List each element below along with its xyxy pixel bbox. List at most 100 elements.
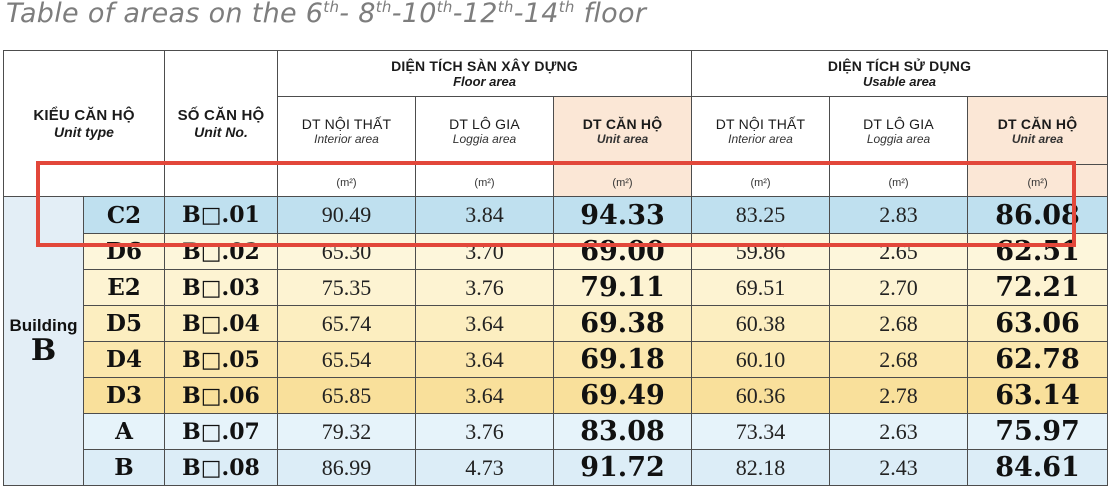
table-row: B B□.08 86.99 4.73 91.72 82.18 2.43 84.61	[3, 449, 1109, 486]
table-row: D5 B□.04 65.74 3.64 69.38 60.38 2.68 63.06	[3, 305, 1109, 342]
usable-interior-header-en: Interior area	[728, 131, 793, 146]
unit-no-cell: B□.02	[164, 233, 278, 270]
floor-unit-cell: 79.11	[552, 269, 693, 306]
page-title: Table of areas on the 6th- 8th-10th-12th…	[6, 0, 647, 29]
unit-no-cell: B□.05	[164, 341, 278, 378]
usable-interior-header: DT NỘI THẤT Interior area	[691, 96, 831, 165]
usable-loggia-header: DT LÔ GIA Loggia area	[829, 96, 969, 165]
floor-interior-cell: 65.30	[277, 233, 416, 270]
usable-interior-header-vi: DT NỘI THẤT	[715, 115, 806, 132]
usable-unit-cell: 63.14	[967, 377, 1109, 414]
usable-interior-cell: 73.34	[691, 413, 831, 450]
usable-loggia-cell: 2.68	[829, 341, 969, 378]
floor-interior-header-vi: DT NỘI THẤT	[301, 115, 392, 132]
unit-no-header-en: Unit No.	[194, 124, 248, 140]
usable-interior-cell: 60.10	[691, 341, 831, 378]
floor-unit-cell: 83.08	[552, 413, 693, 450]
floor-unit-cell: 69.49	[552, 377, 693, 414]
usable-unit-cell: 75.97	[967, 413, 1109, 450]
unit-type-header-vi: KIỂU CĂN HỘ	[33, 107, 135, 124]
floor-area-header: DIỆN TÍCH SÀN XÂY DỰNG Floor area	[276, 50, 693, 97]
unit-no-cell: B□.07	[164, 413, 278, 450]
usable-unit-cell: 62.51	[967, 233, 1109, 270]
table-row: D4 B□.05 65.54 3.64 69.18 60.10 2.68 62.78	[3, 341, 1109, 378]
floor-loggia-cell: 4.73	[415, 449, 554, 486]
unit-no-cell: B□.01	[164, 196, 278, 234]
usable-interior-cell: 59.86	[691, 233, 831, 270]
usable-loggia-cell: 2.83	[829, 196, 969, 234]
usable-area-header-vi: DIỆN TÍCH SỬ DỤNG	[827, 58, 972, 74]
usable-unit-cell: 63.06	[967, 305, 1109, 342]
unit-label: (m²)	[967, 164, 1109, 197]
usable-unit-header-vi: DT CĂN HỘ	[997, 115, 1078, 132]
floor-loggia-cell: 3.64	[415, 341, 554, 378]
usable-interior-cell: 83.25	[691, 196, 831, 234]
floor-loggia-cell: 3.64	[415, 305, 554, 342]
floor-interior-cell: 65.85	[277, 377, 416, 414]
table-row: E2 B□.03 75.35 3.76 79.11 69.51 2.70 72.21	[3, 269, 1109, 306]
floor-interior-cell: 90.49	[277, 196, 416, 234]
floor-unit-cell: 69.00	[552, 233, 693, 270]
floor-interior-cell: 65.74	[277, 305, 416, 342]
floor-unit-header-en: Unit area	[596, 131, 649, 146]
usable-interior-cell: 82.18	[691, 449, 831, 486]
floor-loggia-cell: 3.64	[415, 377, 554, 414]
floor-loggia-cell: 3.76	[415, 269, 554, 306]
usable-loggia-header-vi: DT LÔ GIA	[863, 115, 934, 132]
unit-no-header: SỐ CĂN HỘ Unit No.	[164, 50, 278, 197]
usable-loggia-cell: 2.78	[829, 377, 969, 414]
usable-unit-cell: 72.21	[967, 269, 1109, 306]
unit-no-cell: B□.08	[164, 449, 278, 486]
unit-label: (m²)	[277, 164, 416, 197]
floor-loggia-cell: 3.70	[415, 233, 554, 270]
unit-type-header-en: Unit type	[54, 124, 114, 140]
unit-type-cell: C2	[83, 196, 165, 234]
unit-no-cell: B□.06	[164, 377, 278, 414]
unit-type-cell: D6	[83, 233, 165, 270]
floor-interior-cell: 75.35	[277, 269, 416, 306]
usable-area-header-en: Usable area	[863, 74, 937, 89]
floor-unit-cell: 69.38	[552, 305, 693, 342]
unit-label: (m²)	[691, 164, 831, 197]
usable-unit-header: DT CĂN HỘ Unit area	[967, 96, 1109, 165]
floor-unit-header-vi: DT CĂN HỘ	[582, 115, 663, 132]
usable-unit-cell: 62.78	[967, 341, 1109, 378]
table-row: A B□.07 79.32 3.76 83.08 73.34 2.63 75.97	[3, 413, 1109, 450]
unit-type-cell: A	[83, 413, 165, 450]
usable-loggia-cell: 2.70	[829, 269, 969, 306]
unit-no-cell: B□.03	[164, 269, 278, 306]
usable-loggia-cell: 2.43	[829, 449, 969, 486]
unit-type-cell: B	[83, 449, 165, 486]
usable-loggia-cell: 2.65	[829, 233, 969, 270]
unit-type-cell: D4	[83, 341, 165, 378]
usable-unit-cell: 86.08	[967, 196, 1109, 234]
table-row: Building B C2 B□.01 90.49 3.84 94.33 83.25 2.83 8…	[3, 196, 1109, 486]
unit-label: (m²)	[552, 164, 693, 197]
unit-type-cell: D5	[83, 305, 165, 342]
floor-interior-cell: 79.32	[277, 413, 416, 450]
floor-interior-header: DT NỘI THẤT Interior area	[277, 96, 416, 165]
floor-interior-cell: 65.54	[277, 341, 416, 378]
table-row: D6 B□.02 65.30 3.70 69.00 59.86 2.65 62.51	[3, 233, 1109, 270]
usable-interior-cell: 60.36	[691, 377, 831, 414]
floor-unit-cell: 94.33	[552, 196, 693, 234]
floor-unit-cell: 91.72	[552, 449, 693, 486]
floor-interior-cell: 86.99	[277, 449, 416, 486]
unit-label: (m²)	[829, 164, 969, 197]
unit-no-cell: B□.04	[164, 305, 278, 342]
building-cell: Building B	[3, 196, 84, 486]
area-table: KIỂU CĂN HỘ Unit type SỐ CĂN HỘ Unit No.…	[3, 50, 1109, 486]
floor-area-header-en: Floor area	[453, 74, 516, 89]
unit-no-header-vi: SỐ CĂN HỘ	[177, 107, 265, 124]
usable-unit-cell: 84.61	[967, 449, 1109, 486]
floor-loggia-cell: 3.84	[415, 196, 554, 234]
building-letter: B	[30, 333, 57, 368]
floor-unit-cell: 69.18	[552, 341, 693, 378]
usable-loggia-cell: 2.68	[829, 305, 969, 342]
floor-loggia-header-en: Loggia area	[452, 131, 517, 146]
usable-unit-header-en: Unit area	[1011, 131, 1064, 146]
unit-type-cell: D3	[83, 377, 165, 414]
floor-loggia-cell: 3.76	[415, 413, 554, 450]
floor-interior-header-en: Interior area	[314, 131, 379, 146]
floor-loggia-header: DT LÔ GIA Loggia area	[415, 96, 554, 165]
